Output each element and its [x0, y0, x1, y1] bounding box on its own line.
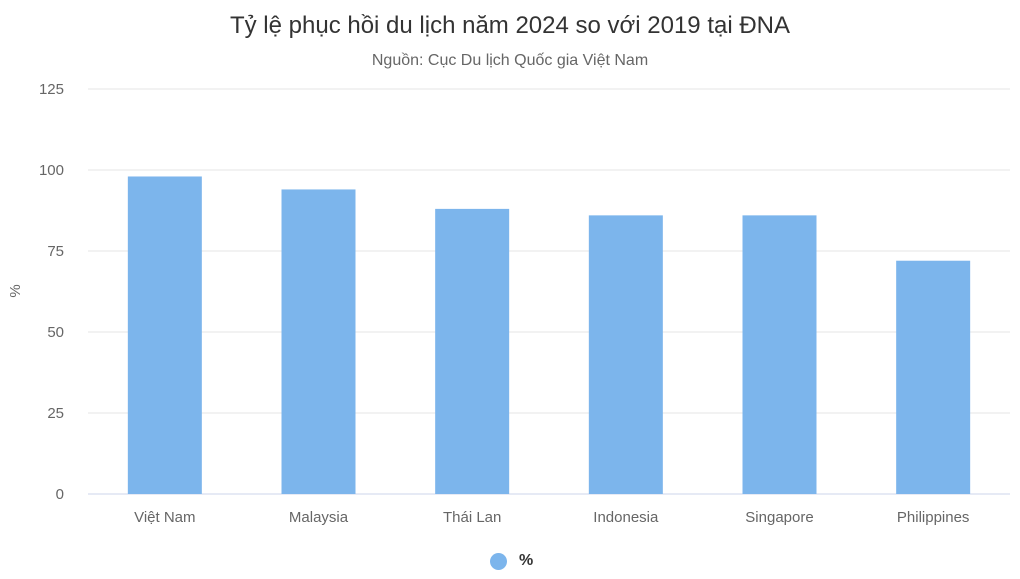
- y-tick-label: 50: [47, 324, 64, 341]
- legend-swatch: [490, 552, 507, 570]
- gridlines: [88, 88, 1010, 495]
- bar[interactable]: [435, 208, 510, 494]
- x-tick-label: Philippines: [897, 509, 970, 526]
- bar[interactable]: [281, 189, 356, 494]
- x-axis-ticks: Việt Nam Malaysia Thái Lan Indonesia Singapo…: [134, 509, 969, 526]
- bar[interactable]: [896, 260, 971, 494]
- bars: [127, 176, 971, 495]
- y-tick-label: 25: [47, 405, 64, 422]
- y-tick-label: 75: [47, 243, 64, 260]
- y-tick-label: 100: [39, 162, 64, 179]
- chart-subtitle: Nguồn: Cục Du lịch Quốc gia Việt Nam: [371, 52, 649, 69]
- x-tick-label: Thái Lan: [443, 509, 501, 526]
- y-tick-label: 0: [56, 486, 64, 503]
- x-tick-label: Việt Nam: [134, 509, 195, 526]
- bar[interactable]: [127, 176, 202, 495]
- y-tick-label: 125: [39, 81, 64, 98]
- y-axis-label: %: [7, 284, 24, 297]
- y-axis-ticks: 0 25 50 75 100 125: [39, 81, 64, 503]
- x-tick-label: Singapore: [745, 509, 813, 526]
- legend[interactable]: %: [490, 551, 533, 571]
- bar[interactable]: [742, 215, 817, 495]
- legend-label: %: [519, 552, 534, 569]
- bar[interactable]: [588, 215, 663, 495]
- x-tick-label: Indonesia: [593, 509, 659, 526]
- x-tick-label: Malaysia: [289, 509, 349, 526]
- chart-title: Tỷ lệ phục hồi du lịch năm 2024 so với 2…: [229, 12, 791, 39]
